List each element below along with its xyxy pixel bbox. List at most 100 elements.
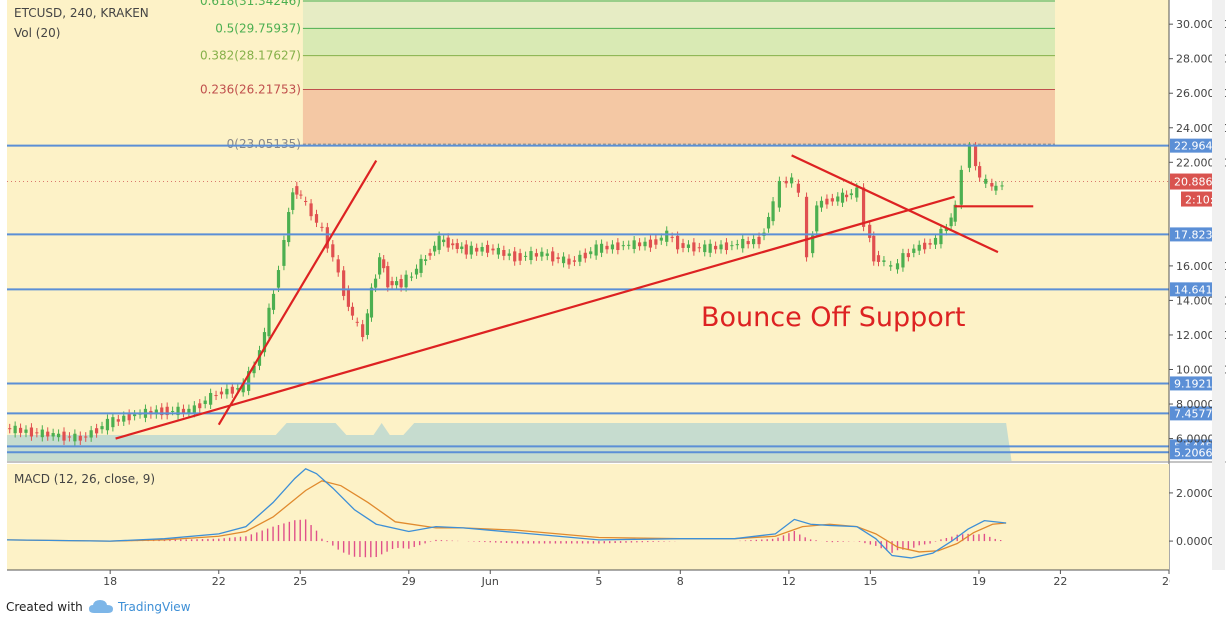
candle-body <box>811 235 815 254</box>
candle-body <box>437 235 441 250</box>
candle-body <box>844 194 849 198</box>
candle-body <box>51 433 55 437</box>
level-price-tag <box>1170 376 1225 391</box>
candle-body <box>868 224 872 238</box>
candle-body <box>171 410 175 412</box>
chart-canvas[interactable]: 0.618(31.34246) 0.5(29.75937) 0.382(28.176… <box>0 0 1226 594</box>
tradingview-link[interactable]: TradingView <box>118 600 191 614</box>
time-tick-label: 15 <box>863 575 877 588</box>
time-tick-label: 19 <box>972 575 986 588</box>
candle-body <box>247 371 251 391</box>
candle-body <box>637 242 642 247</box>
candle-body <box>643 241 647 247</box>
candle-body <box>271 293 276 310</box>
time-tick-label: 5 <box>595 575 602 588</box>
candle-body <box>944 228 948 232</box>
candle-body <box>882 260 886 262</box>
candle-body <box>895 263 900 270</box>
volume-label: Vol (20) <box>14 26 60 40</box>
candle-body <box>610 244 615 250</box>
trendline <box>791 154 999 254</box>
candle-body <box>583 252 587 259</box>
candle-body <box>889 265 893 267</box>
candle-body <box>62 431 66 441</box>
footer: Created with TradingView <box>0 594 1226 624</box>
candle-body <box>697 247 701 249</box>
candle-body <box>105 418 110 431</box>
candle-body <box>160 407 164 416</box>
candle-body <box>355 321 359 323</box>
candle-body <box>203 400 207 405</box>
candle-body <box>491 248 495 251</box>
level-price-label: 5.20666 <box>1174 446 1220 459</box>
created-with-label: Created with <box>6 600 83 614</box>
candle-body <box>632 240 636 249</box>
candle-body <box>771 201 775 222</box>
candle-body <box>336 259 340 273</box>
candle-body <box>659 237 663 241</box>
candle-body <box>670 236 674 238</box>
current-price-tag <box>1170 173 1225 190</box>
candle-body <box>394 281 399 286</box>
candle-body <box>8 428 12 430</box>
fib-zone <box>302 89 1055 145</box>
candle-body <box>361 324 365 338</box>
candle-body <box>513 251 517 262</box>
candle-body <box>507 253 511 256</box>
candle-body <box>923 242 927 250</box>
candle-body <box>325 227 329 249</box>
candle-body <box>752 238 756 245</box>
candle-body <box>906 253 910 258</box>
candle-body <box>959 169 963 205</box>
candle-body <box>282 239 286 266</box>
candle-body <box>746 241 750 245</box>
candle-body <box>455 243 459 249</box>
fib-label: 0.236(26.21753) <box>200 82 301 96</box>
level-price-tag <box>1170 406 1225 421</box>
candle-body <box>939 228 943 245</box>
time-tick-label: 22 <box>212 575 226 588</box>
candle-body <box>485 244 490 253</box>
candle-body <box>13 425 17 434</box>
candle-body <box>567 258 571 265</box>
candle-body <box>320 226 324 228</box>
candle-body <box>89 430 93 438</box>
candle-body <box>84 436 88 438</box>
candle-body <box>605 245 609 250</box>
level-price-tag <box>1170 227 1225 242</box>
fib-label: 0(23.05135) <box>227 137 301 151</box>
fib-zone <box>302 0 1055 29</box>
candle-body <box>815 205 819 232</box>
candle-body <box>984 178 988 184</box>
trendline <box>217 160 378 426</box>
candle-body <box>830 198 834 202</box>
candle-body <box>861 187 866 227</box>
price-pane[interactable]: 0.618(31.34246) 0.5(29.75937) 0.382(28.176… <box>7 0 1226 570</box>
time-tick-label: 18 <box>103 575 117 588</box>
macd-label: MACD (12, 26, close, 9) <box>14 472 155 486</box>
candle-body <box>876 255 881 262</box>
candle-body <box>556 257 560 259</box>
candle-body <box>382 259 386 269</box>
price-tick-label: 6.00000 <box>1176 433 1222 446</box>
candle-body <box>654 239 658 245</box>
candle-body <box>578 254 582 262</box>
candle-body <box>299 194 303 196</box>
candle-body <box>295 186 299 195</box>
macd-signal-line <box>6 480 1007 553</box>
time-tick-label: 22 <box>1053 575 1067 588</box>
candle-body <box>187 408 191 414</box>
candle-body <box>917 244 921 251</box>
time-tick-label: 25 <box>293 575 307 588</box>
candle-body <box>621 245 625 247</box>
candle-body <box>735 244 739 246</box>
candle-body <box>819 200 824 208</box>
candle-body <box>73 433 77 442</box>
candle-body <box>681 243 685 248</box>
candle-body <box>209 392 213 405</box>
candle-body <box>599 243 604 253</box>
candle-body <box>949 217 953 227</box>
candle-body <box>346 289 351 307</box>
candle-body <box>796 183 801 193</box>
